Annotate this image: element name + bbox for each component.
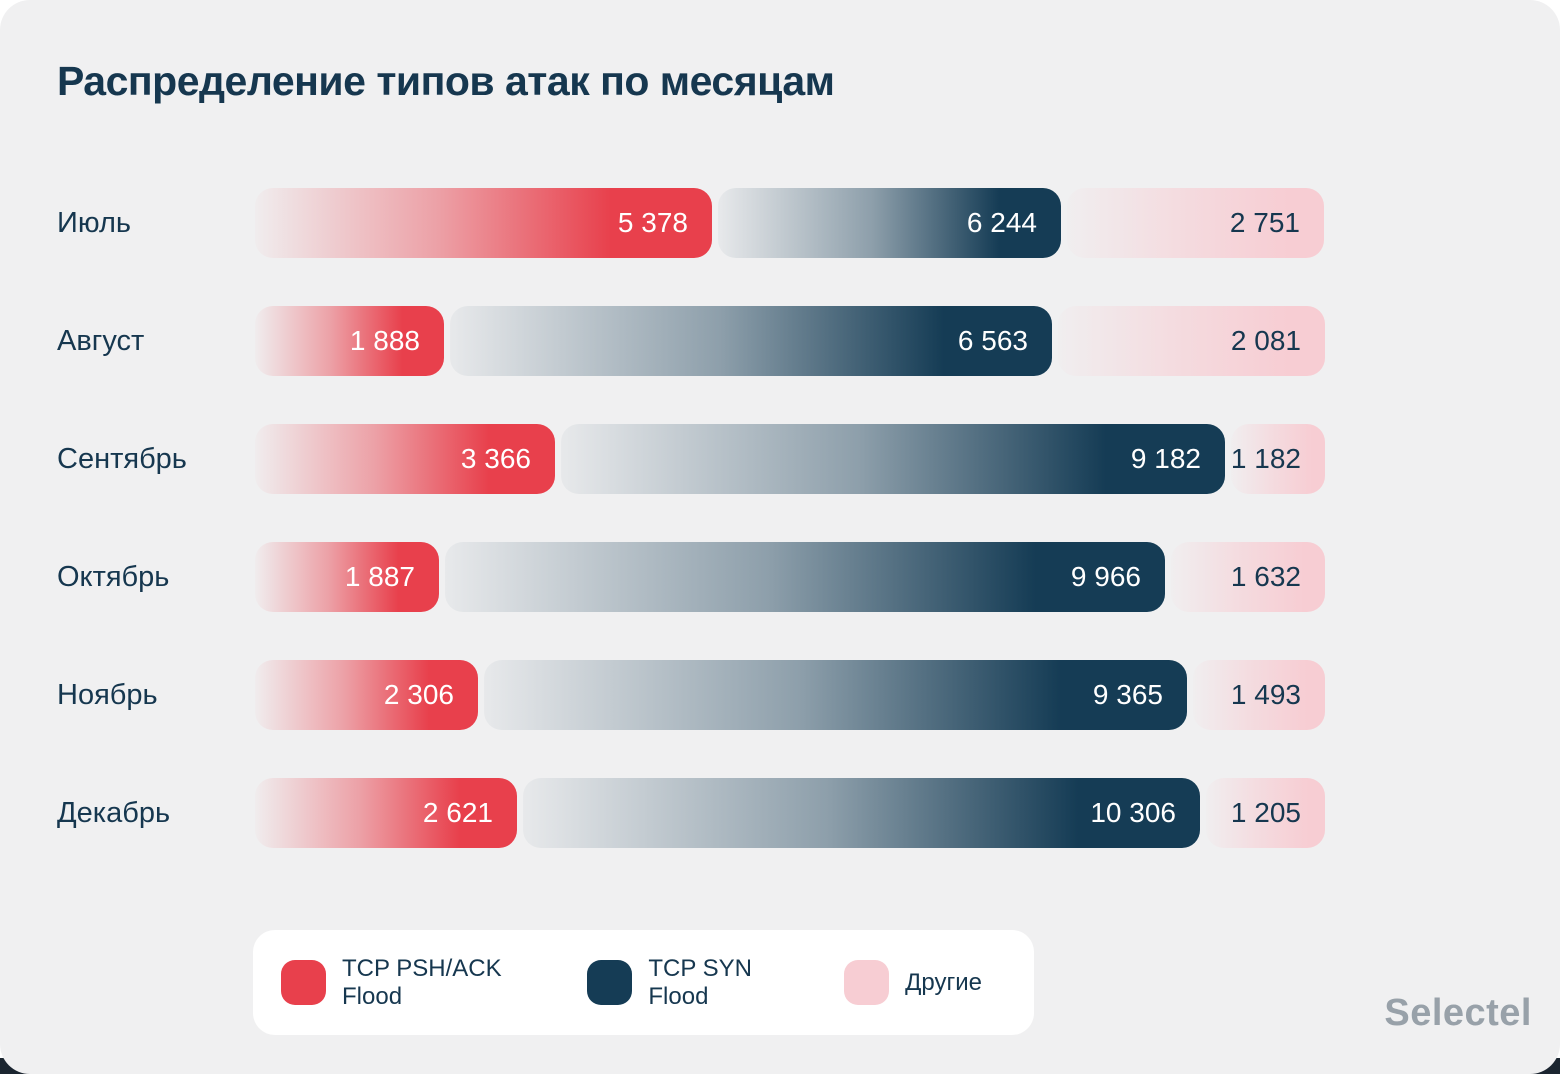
row-label-month: Октябрь bbox=[57, 560, 170, 593]
row-label-month: Декабрь bbox=[57, 796, 171, 829]
bar-track: 1 888 6 563 2 081 bbox=[255, 306, 1325, 376]
bar-segment-other: 1 632 bbox=[1171, 542, 1325, 612]
bar-value: 9 182 bbox=[1130, 443, 1201, 474]
row-label-month: Июль bbox=[57, 206, 131, 239]
bar-value: 2 621 bbox=[422, 797, 493, 828]
bar-segment-syn: 9 182 bbox=[561, 424, 1225, 494]
chart-row-december: Декабрь 2 621 10 306 1 205 bbox=[57, 778, 1325, 848]
legend: TCP PSH/ACK Flood TCP SYN Flood Другие bbox=[253, 930, 1034, 1035]
row-label-month: Сентябрь bbox=[57, 442, 187, 475]
legend-swatch-navy-icon bbox=[587, 960, 633, 1005]
bar-segment-psh-ack: 2 621 bbox=[255, 778, 517, 848]
bar-value: 9 365 bbox=[1092, 679, 1163, 710]
legend-swatch-red-icon bbox=[281, 960, 326, 1005]
bar-segment-psh-ack: 1 888 bbox=[255, 306, 444, 376]
bar-value: 3 366 bbox=[460, 443, 531, 474]
bar-track: 3 366 9 182 1 182 bbox=[255, 424, 1325, 494]
legend-item-syn: TCP SYN Flood bbox=[587, 955, 792, 1011]
bar-segment-syn: 9 365 bbox=[484, 660, 1187, 730]
legend-swatch-pink-icon bbox=[844, 960, 890, 1005]
row-label-month: Август bbox=[57, 324, 145, 357]
bar-track: 2 621 10 306 1 205 bbox=[255, 778, 1325, 848]
selectel-logo: Selectel bbox=[1384, 992, 1532, 1034]
bar-segment-psh-ack: 1 887 bbox=[255, 542, 439, 612]
bar-value: 1 182 bbox=[1230, 443, 1301, 474]
bar-value: 2 751 bbox=[1229, 207, 1300, 238]
legend-item-psh-ack: TCP PSH/ACK Flood bbox=[281, 955, 535, 1011]
bar-segment-psh-ack: 2 306 bbox=[255, 660, 478, 730]
bar-value: 9 966 bbox=[1070, 561, 1141, 592]
chart-row-august: Август 1 888 6 563 2 081 bbox=[57, 306, 1325, 376]
bar-track: 1 887 9 966 1 632 bbox=[255, 542, 1325, 612]
legend-label: Другие bbox=[905, 968, 982, 996]
bar-segment-syn: 6 244 bbox=[718, 188, 1061, 258]
chart-row-november: Ноябрь 2 306 9 365 1 493 bbox=[57, 660, 1325, 730]
bar-value: 1 888 bbox=[349, 325, 420, 356]
bar-segment-syn: 10 306 bbox=[523, 778, 1200, 848]
bar-value: 2 306 bbox=[383, 679, 454, 710]
bar-value: 2 081 bbox=[1230, 325, 1301, 356]
bar-track: 5 378 6 244 2 751 bbox=[255, 188, 1325, 258]
bar-segment-other: 1 493 bbox=[1193, 660, 1325, 730]
bar-value: 10 306 bbox=[1090, 797, 1176, 828]
bar-segment-syn: 6 563 bbox=[450, 306, 1052, 376]
bar-segment-other: 1 182 bbox=[1231, 424, 1325, 494]
bar-segment-other: 2 081 bbox=[1058, 306, 1325, 376]
bar-value: 1 205 bbox=[1230, 797, 1301, 828]
bar-segment-syn: 9 966 bbox=[445, 542, 1165, 612]
bar-value: 1 632 bbox=[1230, 561, 1301, 592]
bar-value: 1 887 bbox=[344, 561, 415, 592]
page-title: Распределение типов атак по месяцам bbox=[57, 58, 835, 104]
bar-value: 1 493 bbox=[1230, 679, 1301, 710]
bar-value: 5 378 bbox=[617, 207, 688, 238]
bar-segment-psh-ack: 3 366 bbox=[255, 424, 555, 494]
bar-segment-other: 1 205 bbox=[1206, 778, 1325, 848]
bar-value: 6 563 bbox=[957, 325, 1028, 356]
legend-item-other: Другие bbox=[844, 960, 982, 1005]
bar-segment-other: 2 751 bbox=[1067, 188, 1324, 258]
bar-chart: Июль 5 378 6 244 2 751 Август 1 888 6 56… bbox=[57, 188, 1325, 848]
legend-label: TCP SYN Flood bbox=[648, 954, 752, 1010]
bar-segment-psh-ack: 5 378 bbox=[255, 188, 712, 258]
legend-label: TCP PSH/ACK Flood bbox=[342, 954, 502, 1010]
bar-track: 2 306 9 365 1 493 bbox=[255, 660, 1325, 730]
chart-row-september: Сентябрь 3 366 9 182 1 182 bbox=[57, 424, 1325, 494]
chart-row-october: Октябрь 1 887 9 966 1 632 bbox=[57, 542, 1325, 612]
bar-value: 6 244 bbox=[966, 207, 1037, 238]
chart-row-july: Июль 5 378 6 244 2 751 bbox=[57, 188, 1325, 258]
row-label-month: Ноябрь bbox=[57, 678, 158, 711]
